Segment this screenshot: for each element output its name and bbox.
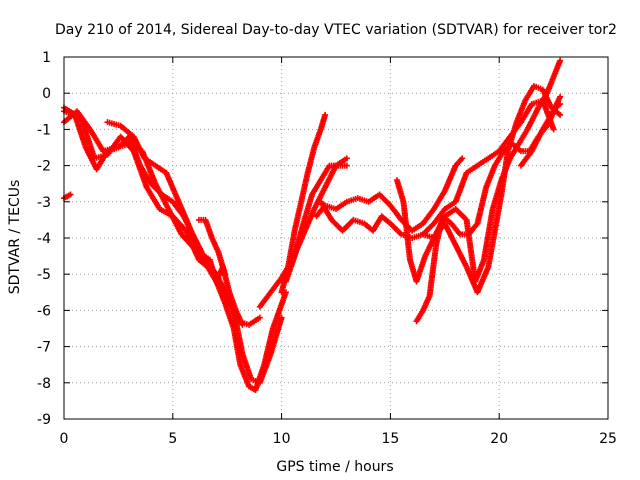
series-track (61, 191, 74, 202)
data-point (256, 314, 263, 321)
series-track (313, 155, 466, 234)
y-axis-label: SDTVAR / TECUs (7, 180, 23, 295)
y-tick-label: -4 (37, 231, 51, 247)
x-tick-label: 20 (490, 431, 508, 447)
series-track (517, 93, 564, 169)
data-point (239, 321, 246, 328)
x-tick-label: 10 (273, 431, 291, 447)
series-track (195, 216, 229, 278)
series-track (61, 104, 289, 394)
x-tick-label: 15 (381, 431, 399, 447)
data-point (343, 162, 350, 169)
data-point (67, 191, 74, 198)
x-axis-label: GPS time / hours (276, 459, 393, 475)
data-point (550, 126, 557, 133)
y-tick-label: -5 (37, 267, 51, 283)
y-tick-label: -8 (37, 376, 51, 392)
x-tick-label: 25 (599, 431, 617, 447)
data-point (557, 57, 564, 64)
series-track (420, 82, 564, 296)
y-tick-label: -2 (37, 159, 51, 175)
data-point (322, 111, 329, 118)
data-point (459, 155, 466, 162)
data-points (61, 57, 564, 394)
y-tick-label: 1 (42, 50, 51, 66)
data-point (343, 155, 350, 162)
data-point (557, 111, 564, 118)
x-tick-label: 5 (168, 431, 177, 447)
y-tick-label: 0 (42, 86, 51, 102)
chart-title: Day 210 of 2014, Sidereal Day-to-day VTE… (55, 22, 617, 38)
y-tick-label: -1 (37, 122, 51, 138)
series-track (282, 162, 350, 285)
data-point (557, 93, 564, 100)
series-track (104, 119, 246, 328)
y-tick-label: -6 (37, 303, 51, 319)
y-tick-label: -9 (37, 412, 51, 428)
x-tick-label: 0 (60, 431, 69, 447)
series-track (393, 57, 564, 285)
y-tick-label: -7 (37, 340, 51, 356)
data-point (222, 271, 229, 278)
y-tick-label: -3 (37, 195, 51, 211)
